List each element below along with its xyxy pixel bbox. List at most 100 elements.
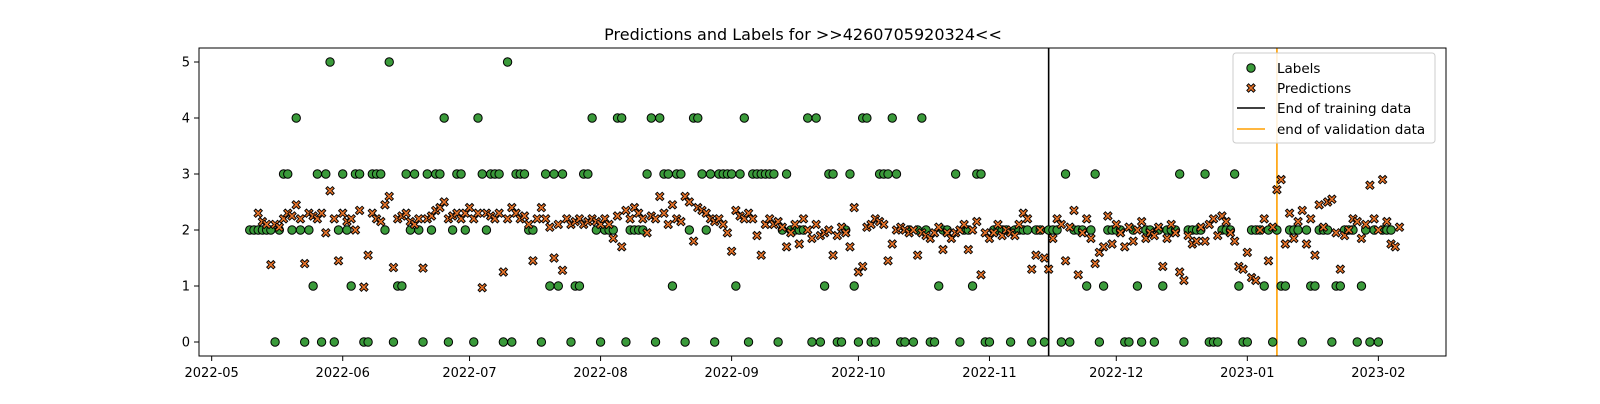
- label-point: [967, 281, 978, 291]
- label-point: [439, 113, 449, 123]
- prediction-point: [1373, 225, 1384, 235]
- label-point: [1174, 169, 1185, 179]
- prediction-point: [1124, 222, 1134, 233]
- label-point: [1132, 281, 1143, 291]
- prediction-point: [553, 219, 564, 230]
- label-point: [845, 169, 855, 179]
- prediction-point: [1369, 213, 1379, 224]
- label-point: [1373, 337, 1384, 347]
- label-point: [401, 169, 411, 179]
- label-point: [887, 113, 897, 123]
- prediction-point: [532, 213, 543, 224]
- label-point: [540, 169, 551, 179]
- prediction-point: [642, 227, 652, 238]
- label-point: [481, 225, 492, 235]
- prediction-point: [337, 208, 348, 219]
- label-point: [803, 113, 813, 123]
- label-point: [304, 225, 314, 235]
- label-point: [1065, 337, 1075, 347]
- label-point: [617, 113, 627, 123]
- prediction-point: [1022, 213, 1033, 224]
- prediction-point: [502, 213, 513, 224]
- prediction-point: [650, 213, 661, 224]
- label-point: [469, 337, 479, 347]
- y-tick-label: 2: [182, 224, 190, 239]
- prediction-point: [1149, 230, 1160, 241]
- label-point: [1005, 337, 1016, 347]
- prediction-point: [1119, 241, 1130, 252]
- label-point: [883, 169, 893, 179]
- prediction-point: [291, 199, 302, 210]
- label-point: [807, 337, 817, 347]
- prediction-point: [824, 225, 834, 235]
- prediction-point: [1009, 230, 1020, 241]
- label-point: [781, 169, 792, 179]
- label-point: [1386, 225, 1396, 235]
- label-point: [456, 169, 466, 179]
- prediction-point: [1179, 275, 1189, 286]
- label-point: [950, 169, 961, 179]
- prediction-point: [1031, 250, 1041, 261]
- prediction-point: [1132, 225, 1143, 235]
- prediction-point: [676, 216, 686, 227]
- label-point: [976, 169, 986, 179]
- prediction-point: [722, 227, 733, 238]
- label-point: [1297, 337, 1307, 347]
- label-point: [1022, 225, 1033, 235]
- label-point: [321, 169, 331, 179]
- prediction-point: [1111, 219, 1122, 230]
- prediction-point: [976, 269, 986, 280]
- label-point: [1280, 281, 1291, 291]
- label-point: [312, 169, 323, 179]
- prediction-point: [781, 241, 792, 252]
- label-point: [536, 337, 547, 347]
- label-point: [934, 281, 944, 291]
- prediction-point: [401, 208, 411, 219]
- prediction-point: [1314, 199, 1325, 210]
- label-point: [955, 337, 965, 347]
- prediction-point: [726, 246, 737, 257]
- prediction-point: [1318, 222, 1329, 233]
- label-point: [426, 225, 437, 235]
- prediction-point: [320, 227, 331, 238]
- label-point: [870, 337, 881, 347]
- label-point: [380, 225, 390, 235]
- label-point: [735, 169, 745, 179]
- legend-predictions-text: Predictions: [1277, 81, 1351, 97]
- prediction-point: [494, 208, 504, 219]
- prediction-point: [287, 211, 297, 221]
- label-point: [566, 337, 576, 347]
- prediction-point: [1250, 275, 1261, 286]
- plot-frame: [198, 47, 1447, 357]
- legend-training-text: End of training data: [1277, 101, 1411, 117]
- label-point: [621, 337, 631, 347]
- prediction-point: [477, 282, 488, 293]
- prediction-point: [1356, 233, 1367, 244]
- label-point: [693, 113, 703, 123]
- label-point: [363, 337, 373, 347]
- label-point: [283, 169, 293, 179]
- prediction-point: [790, 219, 800, 230]
- legend: Labels Predictions End of training data end…: [1232, 52, 1436, 144]
- label-point: [743, 337, 754, 347]
- prediction-point: [274, 222, 285, 233]
- prediction-point: [1090, 258, 1100, 269]
- prediction-point: [794, 239, 805, 249]
- label-point: [418, 337, 428, 347]
- prediction-point: [316, 208, 327, 219]
- y-tick-label: 3: [182, 168, 190, 183]
- label-point: [1213, 337, 1223, 347]
- label-point: [684, 225, 695, 235]
- prediction-point: [557, 265, 568, 276]
- label-point: [663, 169, 673, 179]
- prediction-point: [857, 261, 868, 272]
- label-point: [354, 169, 365, 179]
- prediction-point: [1035, 225, 1046, 235]
- prediction-point: [878, 219, 889, 230]
- label-point: [549, 169, 559, 179]
- prediction-point: [1086, 233, 1096, 244]
- prediction-point: [519, 211, 530, 221]
- prediction-point: [1259, 213, 1270, 224]
- prediction-point: [684, 197, 695, 207]
- prediction-point: [608, 233, 619, 244]
